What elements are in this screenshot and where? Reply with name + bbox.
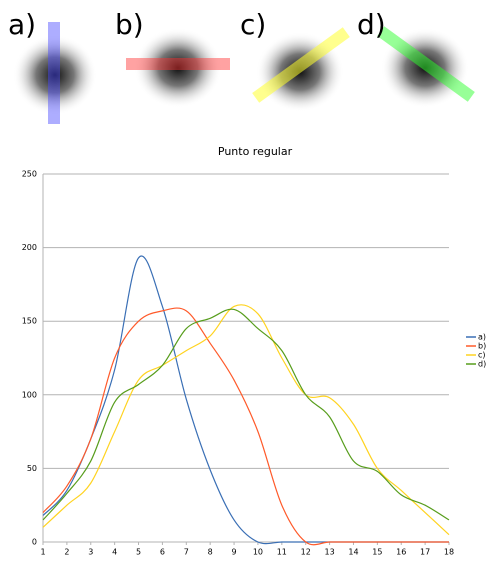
x-tick-label: 14 — [348, 548, 358, 557]
panel-label: a) — [8, 8, 36, 41]
x-tick-label: 12 — [301, 548, 311, 557]
x-tick-label: 5 — [136, 548, 141, 557]
x-tick-label: 1 — [40, 548, 45, 557]
legend-label: a) — [478, 333, 486, 342]
y-tick-label: 50 — [27, 464, 37, 473]
x-tick-label: 6 — [160, 548, 165, 557]
x-tick-label: 8 — [208, 548, 213, 557]
series-line — [43, 256, 449, 544]
y-tick-label: 100 — [22, 390, 37, 399]
x-tick-label: 18 — [444, 548, 454, 557]
legend-label: c) — [478, 351, 486, 360]
series-line — [43, 305, 449, 535]
x-tick-label: 16 — [396, 548, 406, 557]
x-tick-label: 11 — [277, 548, 287, 557]
panel-label: d) — [357, 8, 386, 41]
cut-bar — [126, 58, 230, 70]
panel-label: b) — [115, 8, 144, 41]
y-tick-label: 0 — [32, 538, 37, 547]
figure: a) b) c) d) Punto regular 05010015020025… — [0, 0, 488, 559]
series-line — [43, 309, 449, 520]
x-tick-label: 13 — [324, 548, 334, 557]
dot-images: a) b) c) d) — [8, 8, 475, 124]
x-tick-label: 4 — [112, 548, 117, 557]
x-tick-label: 2 — [64, 548, 69, 557]
cut-bar — [48, 22, 60, 124]
legend-label: d) — [478, 360, 486, 369]
y-tick-label: 250 — [22, 170, 37, 179]
x-tick-label: 15 — [372, 548, 382, 557]
x-tick-label: 7 — [184, 548, 189, 557]
x-tick-label: 3 — [88, 548, 93, 557]
x-tick-label: 9 — [232, 548, 237, 557]
legend-label: b) — [478, 342, 486, 351]
chart-title: Punto regular — [218, 145, 293, 158]
y-tick-label: 150 — [22, 317, 37, 326]
x-tick-label: 17 — [420, 548, 430, 557]
x-tick-label: 10 — [253, 548, 263, 557]
y-tick-label: 200 — [22, 243, 37, 252]
panel-label: c) — [240, 8, 266, 41]
